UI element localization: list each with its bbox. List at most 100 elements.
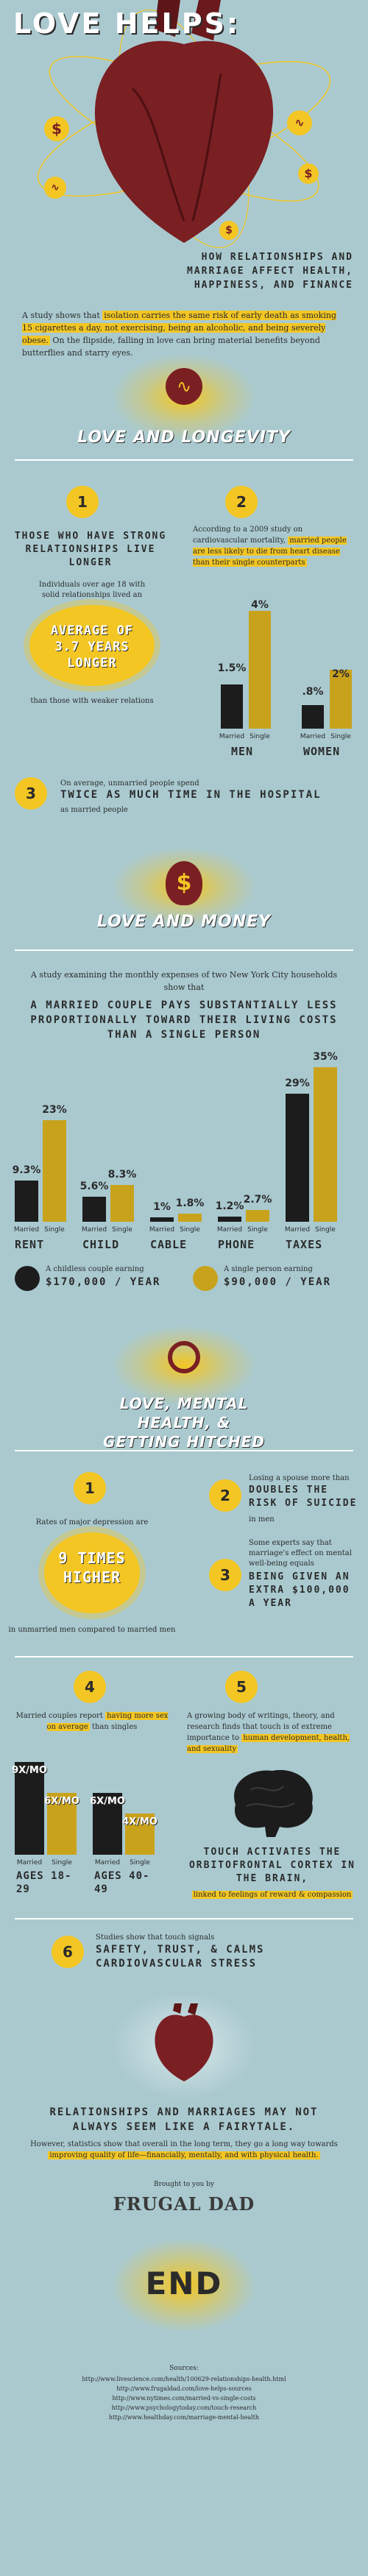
source-link[interactable]: http://www.frugaldad.com/love-helps-sour… [116, 2385, 252, 2392]
money-intro: A study examining the monthly expenses o… [30, 970, 338, 992]
value-label: 29% [285, 1078, 310, 1089]
bar-child-married [82, 1197, 106, 1222]
category-women: WOMEN [303, 745, 341, 758]
sex-a: Married couples report [15, 1712, 103, 1720]
category-men: MEN [231, 745, 254, 758]
sex-text: Married couples report having more sex o… [15, 1710, 169, 1733]
couple-amount: $170,000 / YEAR [46, 1276, 161, 1288]
couple-note: A childless couple earning [46, 1265, 144, 1273]
touch-reward: linked to feelings of reward & compassio… [191, 1891, 353, 1899]
value-label: 5.6% [79, 1181, 109, 1193]
bar-cable-single [178, 1214, 202, 1222]
value-label: 1.2% [215, 1200, 244, 1212]
bar-freq-2-married [93, 1793, 122, 1855]
bar-phone-married [218, 1216, 241, 1222]
dollar-icon: $ [298, 163, 319, 184]
dollar-icon: $ [44, 116, 69, 141]
category-cable: CABLE [150, 1238, 188, 1251]
number-badge: 3 [209, 1559, 241, 1591]
heart-illustration [37, 0, 331, 249]
signals-big: SAFETY, TRUST, & CALMS CARDIOVASCULAR ST… [96, 1944, 265, 1970]
sources-list: http://www.livescience.com/health/100629… [15, 2374, 353, 2422]
source-link[interactable]: http://www.healthday.com/marriage-mental… [108, 2414, 260, 2421]
brought-by: Brought to you by [153, 2181, 215, 2188]
stat3-sub: On average, unmarried people spend [60, 779, 199, 788]
bar-freq-2-single [125, 1814, 155, 1855]
stat1-title: THOSE WHO HAVE STRONG RELATIONSHIPS LIVE… [14, 531, 167, 568]
legend-single: Single [52, 1859, 72, 1866]
value-women-single: 2% [332, 668, 350, 680]
value-men-married: 1.5% [217, 662, 247, 674]
number-badge: 1 [74, 1472, 106, 1504]
suicide-sub: Losing a spouse more than [249, 1474, 350, 1482]
value-women-married: .8% [302, 686, 324, 698]
legend-married: Married [216, 1226, 243, 1234]
value-label: 23% [42, 1104, 67, 1116]
legend-married: Married [16, 1859, 43, 1866]
value-label: 9X/MO [12, 1765, 47, 1776]
stat3-foot: as married people [60, 806, 128, 814]
touch-a: A growing body of writings, theory, and … [187, 1712, 335, 1742]
legend-married: Married [300, 733, 326, 740]
intro-b: On the flipside, falling in love can bri… [22, 336, 320, 358]
bar-freq-1-married [15, 1762, 44, 1855]
number-badge: 6 [52, 1936, 84, 1968]
legend-single: Single [180, 1226, 200, 1234]
stat1-badge [29, 605, 155, 686]
closing-headline: RELATIONSHIPS AND MARRIAGES MAY NOT ALWA… [49, 2106, 319, 2133]
legend-single: Single [130, 1859, 150, 1866]
section-title-longevity: LOVE AND LONGEVITY [77, 428, 291, 447]
couple-dot [15, 1266, 40, 1291]
closing-a: However, statistics show that overall in… [30, 2140, 338, 2148]
source-link[interactable]: http://www.nytimes.com/married-vs-single… [112, 2395, 256, 2402]
intro-a: A study shows that [22, 311, 100, 320]
dep-badge [44, 1532, 140, 1613]
legend-single: Single [315, 1226, 336, 1234]
bar-taxes-married [286, 1094, 309, 1222]
divider [15, 1918, 353, 1919]
legend-married: Married [149, 1226, 175, 1234]
value-label: 1% [153, 1201, 171, 1213]
category-ages-1: AGES 18-29 [16, 1870, 72, 1895]
stat2-a: According to a 2009 study on cardiovascu… [193, 526, 303, 545]
number-badge: 5 [225, 1671, 258, 1703]
section-title-mental: LOVE, MENTAL HEALTH, & GETTING HITCHED [103, 1395, 265, 1451]
stat1-big: AVERAGE OF 3.7 YEARS LONGER [50, 623, 134, 670]
divider [15, 1450, 353, 1451]
divider [15, 949, 353, 951]
brand-name: FRUGAL DAD [113, 2193, 255, 2215]
suicide-big: DOUBLES THE RISK OF SUICIDE [249, 1485, 358, 1509]
bar-men-single [249, 611, 271, 729]
number-badge: 2 [209, 1479, 241, 1512]
category-ages-2: AGES 40-49 [94, 1870, 150, 1895]
brain-illustration [234, 1769, 313, 1837]
touch-text: A growing body of writings, theory, and … [187, 1710, 356, 1755]
dep-sub: Rates of major depression are [35, 1518, 149, 1526]
value-label: 6X/MO [44, 1796, 79, 1807]
subtitle: HOW RELATIONSHIPS AND MARRIAGE AFFECT HE… [186, 252, 353, 291]
brand-logo: FRUGAL DAD [0, 2193, 368, 2215]
suicide-foot: in men [249, 1515, 275, 1524]
stat2-text: According to a 2009 study on cardiovascu… [193, 524, 355, 568]
legend-married: Married [81, 1226, 107, 1234]
value-men-single: 4% [251, 599, 269, 611]
category-child: CHILD [82, 1238, 120, 1251]
header: $ ∿ $ ∿ $ LOVE HELPS: [0, 0, 368, 265]
closing-highlight: improving quality of life—financially, m… [48, 2151, 320, 2159]
bar-taxes-single [314, 1067, 337, 1222]
category-phone: PHONE [218, 1238, 255, 1251]
legend-married: Married [94, 1859, 121, 1866]
source-link[interactable]: http://www.psychologytoday.com/touch-res… [111, 2405, 257, 2411]
heartbeat-icon: ∿ [166, 368, 202, 405]
source-link[interactable]: http://www.livescience.com/health/100629… [82, 2376, 286, 2382]
touch-highlight-2: linked to feelings of reward & compassio… [184, 1889, 361, 1901]
touch-big: TOUCH ACTIVATES THE ORBITOFRONTAL CORTEX… [188, 1847, 355, 1884]
bar-phone-single [246, 1209, 269, 1222]
section-title-money: LOVE AND MONEY [96, 913, 272, 931]
bar-rent-married [15, 1181, 38, 1222]
legend-married: Married [284, 1226, 311, 1234]
single-dot [193, 1266, 218, 1291]
legend-single: Single [112, 1226, 132, 1234]
legend-married: Married [219, 733, 245, 740]
money-sub: Some experts say that marriage's effect … [249, 1539, 352, 1568]
